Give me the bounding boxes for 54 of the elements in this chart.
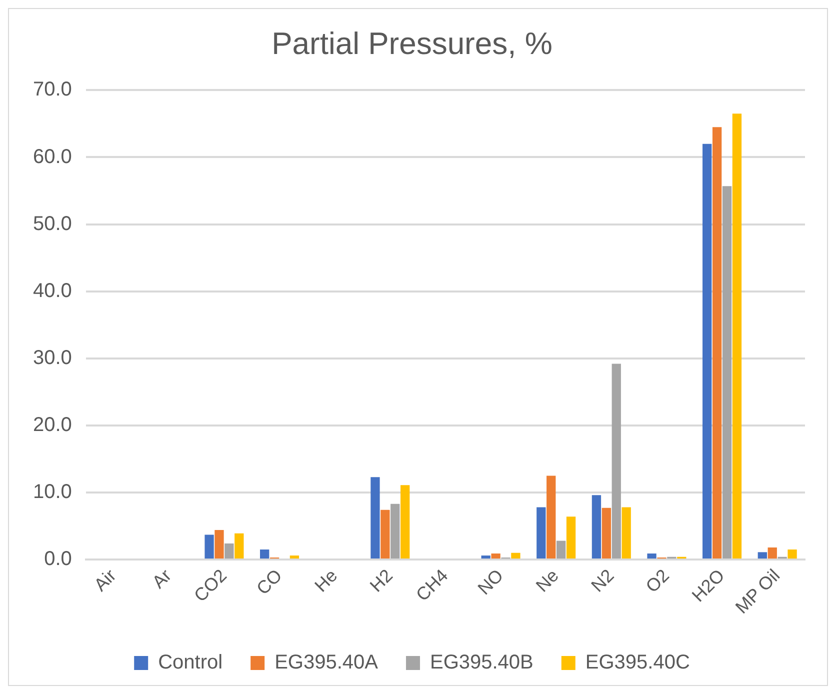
bar bbox=[768, 547, 777, 559]
bar bbox=[400, 485, 410, 559]
bar bbox=[380, 510, 390, 559]
y-tick-label: 60.0 bbox=[32, 146, 72, 168]
bar bbox=[481, 556, 490, 559]
x-tick-label: O2 bbox=[642, 565, 674, 597]
bar bbox=[622, 507, 631, 559]
bar bbox=[612, 364, 621, 559]
bar bbox=[647, 554, 656, 559]
bar bbox=[592, 495, 602, 559]
bar bbox=[546, 476, 556, 559]
bar bbox=[390, 504, 400, 559]
bar bbox=[290, 556, 300, 559]
x-tick-label: CO bbox=[252, 565, 286, 599]
bar bbox=[370, 477, 380, 559]
bar bbox=[722, 186, 732, 559]
bar bbox=[732, 114, 742, 559]
x-tick-label: Air bbox=[90, 565, 120, 596]
x-tick-label: Ar bbox=[148, 565, 176, 592]
x-tick-label: N2 bbox=[587, 565, 618, 596]
bar bbox=[788, 549, 797, 559]
x-tick-label: He bbox=[310, 565, 342, 596]
bar bbox=[204, 534, 214, 559]
y-tick-label: 50.0 bbox=[32, 212, 72, 235]
chart-title: Partial Pressures, % bbox=[272, 26, 552, 62]
x-tick-label: CO2 bbox=[190, 565, 231, 606]
legend-label: EG395.40A bbox=[274, 652, 379, 674]
x-tick-label: Ne bbox=[532, 565, 562, 596]
bar bbox=[491, 554, 500, 559]
y-tick-label: 70.0 bbox=[32, 78, 72, 101]
bar bbox=[758, 552, 767, 559]
legend-label: EG395.40C bbox=[585, 652, 690, 674]
y-tick-label: 10.0 bbox=[32, 481, 72, 504]
y-tick-label: 40.0 bbox=[32, 280, 72, 302]
legend-label: Control bbox=[158, 652, 223, 674]
bar bbox=[556, 540, 566, 559]
bar bbox=[536, 507, 546, 559]
bar bbox=[260, 549, 270, 559]
x-tick-label: NO bbox=[474, 565, 508, 599]
y-tick-label: 30.0 bbox=[32, 346, 72, 369]
bar bbox=[511, 552, 520, 559]
bar bbox=[214, 530, 224, 559]
bar bbox=[224, 543, 234, 559]
x-tick-label: CH4 bbox=[412, 565, 452, 605]
x-tick-label: H2 bbox=[366, 565, 396, 596]
bar bbox=[602, 508, 612, 559]
bar bbox=[234, 533, 244, 559]
y-tick-label: 20.0 bbox=[32, 414, 72, 436]
y-tick-label: 0.0 bbox=[44, 548, 72, 570]
bar bbox=[566, 516, 576, 559]
bar bbox=[702, 144, 712, 559]
bar bbox=[712, 127, 722, 559]
legend-label: EG395.40B bbox=[430, 652, 534, 674]
x-tick-label: MP Oil bbox=[732, 565, 784, 618]
